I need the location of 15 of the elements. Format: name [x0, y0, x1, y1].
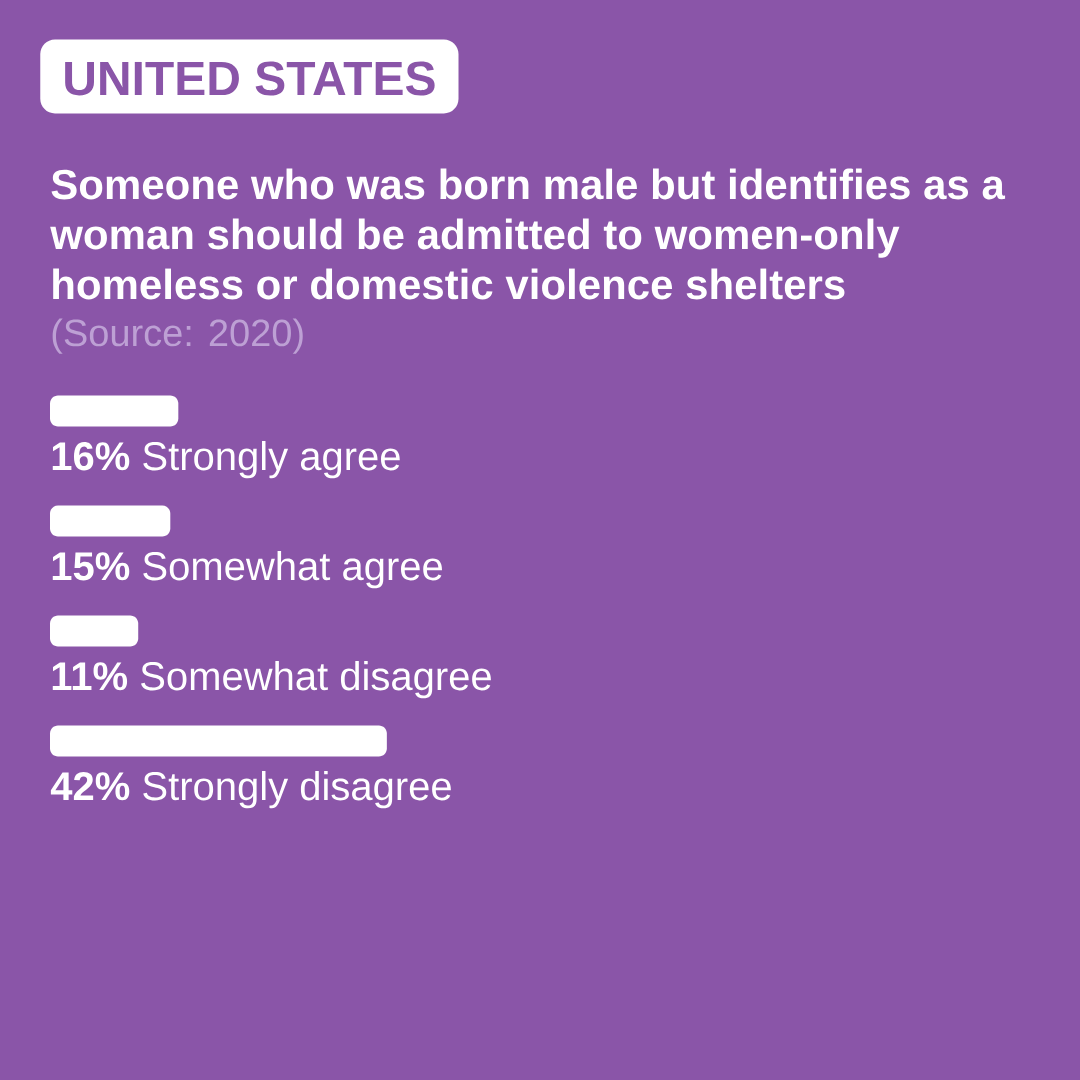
y-tick-label: Strongly agree: [143, 441, 400, 479]
bar: [50, 615, 139, 647]
data-label: 15%: [52, 552, 130, 581]
bar: [50, 505, 171, 537]
text: (Source: 2020): [52, 318, 303, 354]
chart-title: UNITED STATES: [65, 61, 435, 96]
data-label: 16%: [52, 442, 130, 471]
y-tick-label: Somewhat agree: [143, 551, 442, 589]
data-label: 11%: [52, 662, 128, 691]
y-tick-label: Somewhat disagree: [141, 661, 491, 699]
bar: [50, 725, 387, 757]
y-tick-label: Strongly disagree: [143, 771, 451, 809]
text: Someone who was born male but identifies as a woman should be admitted to women-only homeless or domestic violence shelters: [50, 168, 1006, 300]
bar: [50, 395, 179, 427]
data-label: 42%: [50, 772, 130, 801]
